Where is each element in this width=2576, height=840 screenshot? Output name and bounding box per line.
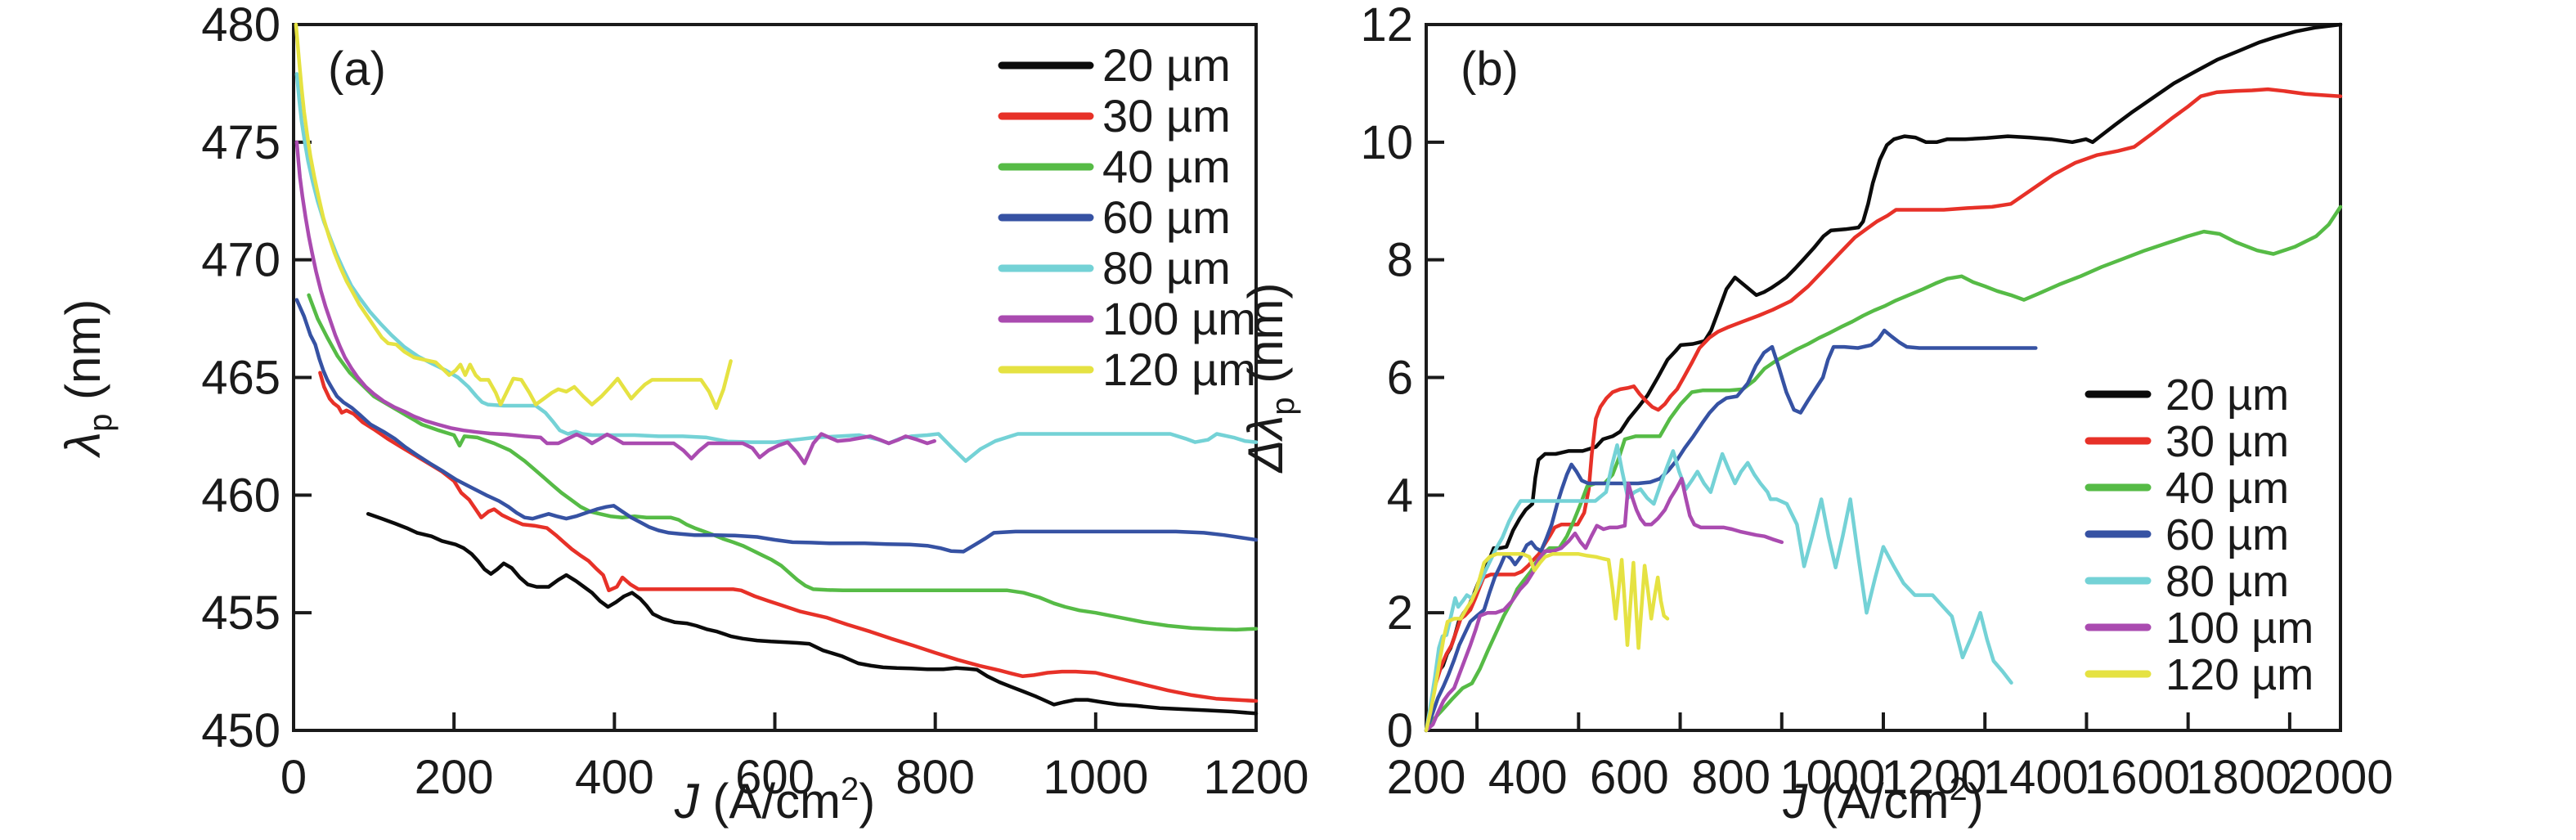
legend-label-120-m-a: 120 µm [1102,344,1256,395]
series-line-60-m-a [294,298,1259,554]
legend-label-30-m-a: 30 µm [1102,90,1231,141]
x-tick-label-b: 400 [1488,751,1568,804]
panel-letter-a: (a) [328,43,386,96]
x-tick-label-a: 600 [735,751,815,804]
legend-label-40-m-b: 40 µm [2165,464,2289,513]
series-line-80-m-b [1424,442,2013,733]
legend-label-60-m-a: 60 µm [1102,191,1231,243]
x-tick-label-a: 1000 [1043,751,1148,804]
series-line-120-m-b [1424,552,1670,733]
series-line-100-m-a [294,140,936,465]
y-tick-label-b: 0 [1387,704,1413,757]
x-axis-title-b: J (A/cm2) [1782,771,1984,829]
legend-label-120-m-b: 120 µm [2165,650,2313,699]
x-tick-label-b: 1200 [1882,751,1987,804]
y-tick-label-b: 10 [1360,116,1413,169]
series-line-20-m-a [366,512,1259,716]
legend-label-20-m-a: 20 µm [1102,39,1231,91]
y-tick-label-b: 8 [1387,234,1413,287]
y-tick-label-a: 455 [201,586,280,640]
x-tick-label-b: 800 [1691,751,1770,804]
x-tick-label-a: 0 [280,751,307,804]
x-tick-label-b: 600 [1590,751,1669,804]
panel-a: 0 200 400 600 800 1000 1200 450 455 460 465 470 475 4… [56,0,1309,829]
legend-label-100-m-a: 100 µm [1102,293,1256,344]
series-line-40-m-b [1424,204,2343,733]
series-line-30-m-a [318,371,1259,703]
y-tick-label-a: 480 [201,0,280,52]
x-tick-label-b: 1000 [1779,751,1885,804]
legend-label-60-m-b: 60 µm [2165,510,2289,559]
x-tick-label-b: 200 [1387,751,1466,804]
legend-label-80-m-a: 80 µm [1102,242,1231,294]
y-tick-label-a: 450 [201,704,280,757]
y-tick-label-b: 12 [1360,0,1413,52]
x-tick-label-a: 800 [895,751,975,804]
x-tick-label-a: 400 [575,751,654,804]
y-tick-label-a: 470 [201,234,280,287]
panel-letter-b: (b) [1461,43,1519,96]
y-tick-label-a: 460 [201,469,280,522]
legend-label-30-m-b: 30 µm [2165,417,2289,466]
legend-label-20-m-b: 20 µm [2165,371,2289,420]
legend-label-100-m-b: 100 µm [2165,604,2313,653]
series-line-40-m-a [307,293,1259,632]
x-tick-label-b: 2000 [2287,751,2393,804]
series-line-30-m-b [1424,87,2343,733]
x-tick-label-b: 1600 [2085,751,2190,804]
legend-label-40-m-a: 40 µm [1102,141,1231,192]
y-axis-title-b: Δλp (nm) [1238,282,1301,474]
y-tick-label-a: 465 [201,352,280,405]
legend-label-80-m-b: 80 µm [2165,557,2289,606]
series-line-100-m-b [1424,476,1784,733]
x-tick-label-b: 1800 [2186,751,2291,804]
series-line-120-m-a [294,22,733,411]
series-line-80-m-a [294,72,1259,463]
x-tick-label-b: 1400 [1983,751,2089,804]
y-tick-label-a: 475 [201,116,280,169]
y-tick-label-b: 2 [1387,586,1413,640]
x-tick-label-a: 1200 [1203,751,1308,804]
y-tick-label-b: 4 [1387,469,1413,522]
x-tick-label-a: 200 [415,751,494,804]
y-tick-label-b: 6 [1387,352,1413,405]
y-axis-title-a: λp (nm) [56,299,119,459]
x-axis-title-a: J (A/cm2) [674,771,876,829]
